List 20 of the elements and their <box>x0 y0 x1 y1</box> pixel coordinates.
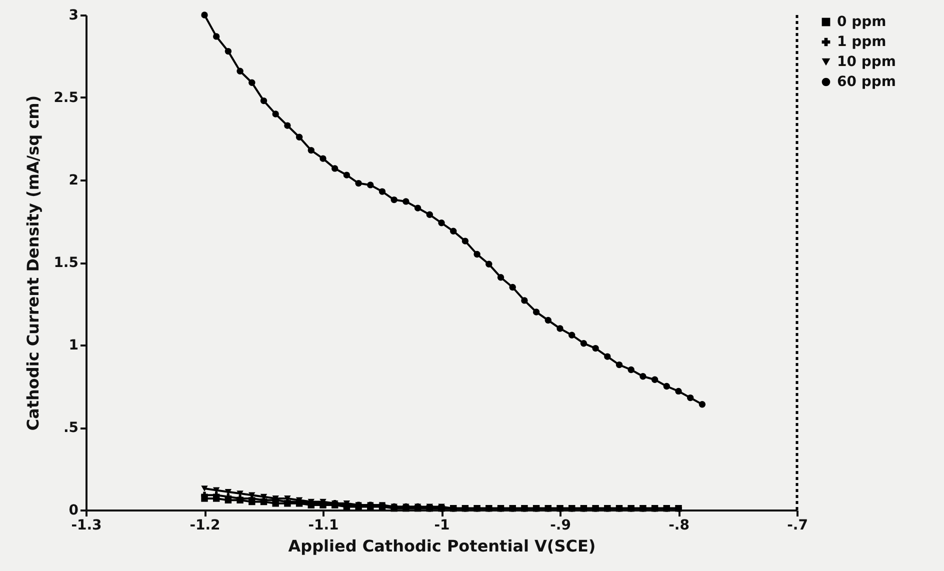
x-axis-title: Applied Cathodic Potential V(SCE) <box>288 536 596 556</box>
x-tick-label: -.7 <box>787 518 808 534</box>
legend-label: 1 ppm <box>837 34 886 50</box>
y-tick-label: 2.5 <box>54 90 78 106</box>
y-tick-label: 2 <box>68 172 78 188</box>
legend-label: 10 ppm <box>837 54 896 70</box>
y-axis-title: Cathodic Current Density (mA/sq cm) <box>24 95 43 431</box>
x-tick-label: -1.1 <box>308 518 339 534</box>
y-tick-label: 0 <box>68 502 79 518</box>
y-tick-label: 3 <box>68 8 78 24</box>
legend-label: 60 ppm <box>837 74 896 90</box>
y-tick-label: 1.5 <box>54 255 78 271</box>
x-tick-label: -.9 <box>550 518 571 534</box>
x-tick-label: -.8 <box>668 518 690 534</box>
x-tick-label: -1 <box>434 518 450 534</box>
y-tick-label: .5 <box>63 420 78 436</box>
x-tick-label: -1.2 <box>190 518 220 534</box>
legend-label: 0 ppm <box>837 14 886 30</box>
x-tick-label: -1.3 <box>71 518 102 534</box>
y-tick-label: 1 <box>68 338 78 354</box>
